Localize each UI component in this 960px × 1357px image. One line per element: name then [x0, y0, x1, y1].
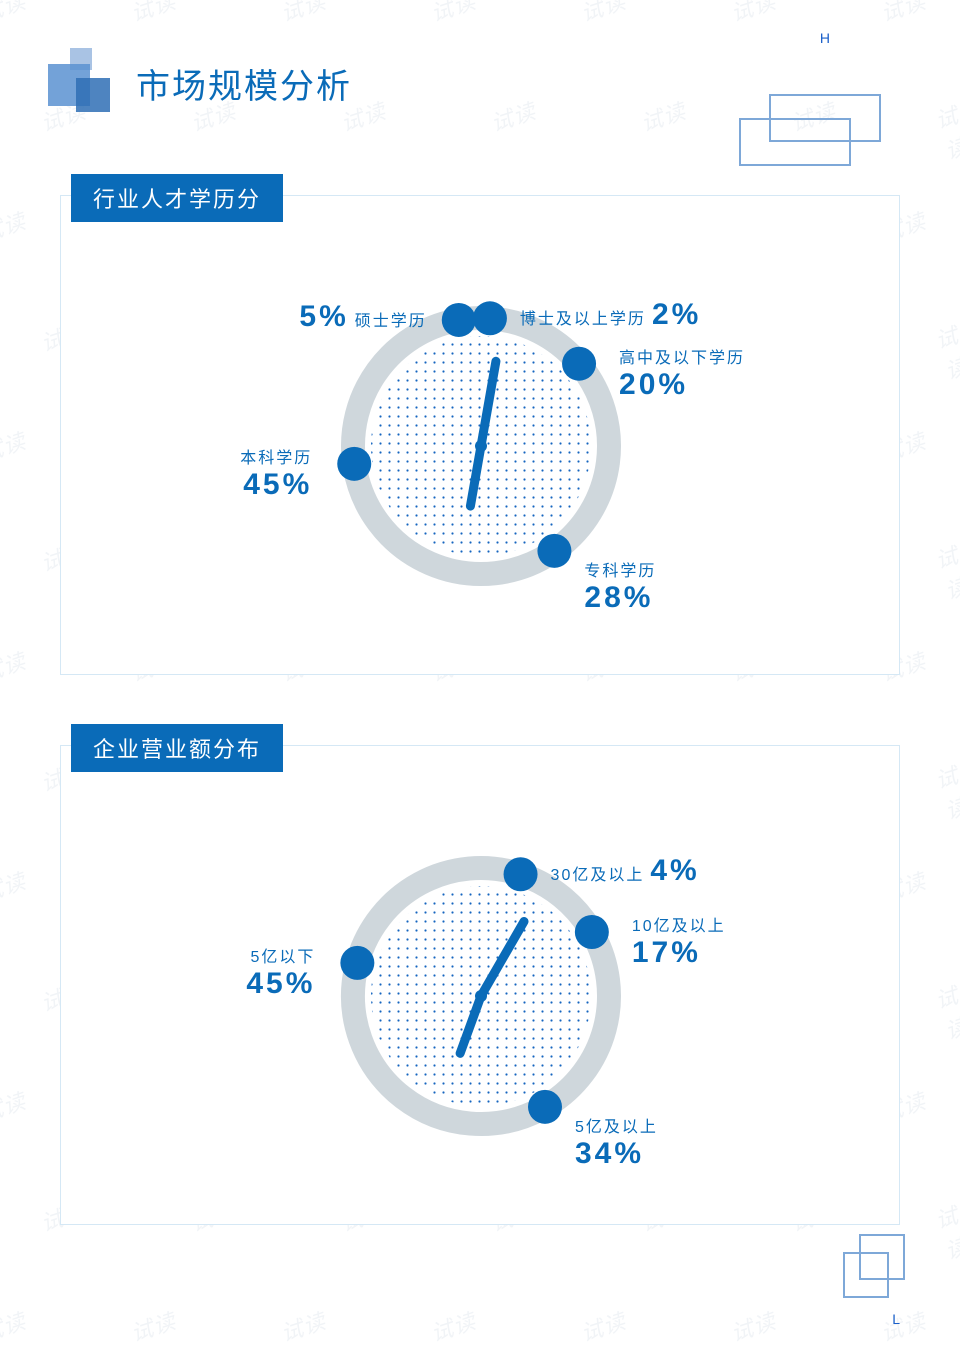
segment-value: 2%	[652, 298, 701, 331]
segment-marker	[537, 534, 571, 568]
segment-marker	[562, 347, 596, 381]
segment-label-text: 10亿及以上	[632, 912, 726, 936]
segment-value: 45%	[246, 967, 315, 1001]
segment-label-text: 5亿及以上	[575, 1113, 658, 1137]
panel-revenue: 企业营业额分布 30亿及以上4%10亿及以上17%5亿及以上34%5亿以下45%	[60, 745, 900, 1225]
segment-label: 5亿以下45%	[246, 943, 315, 1001]
segment-value: 20%	[619, 368, 745, 402]
page-header: 市场规模分析	[48, 48, 352, 118]
segment-label-text: 硕士学历	[355, 313, 427, 330]
revenue-clock-chart: 30亿及以上 4% 10亿及以上17% 5亿及以上34% 5亿以下45%	[61, 746, 899, 1224]
segment-label: 专科学历28%	[584, 557, 656, 615]
segment-marker	[504, 857, 538, 891]
segment-marker	[528, 1090, 562, 1124]
segment-label-text: 专科学历	[584, 557, 656, 581]
header-squares-icon	[48, 48, 118, 118]
page-title: 市场规模分析	[136, 59, 352, 108]
segment-value: 45%	[240, 468, 312, 502]
segment-marker	[473, 301, 507, 335]
corner-letter-bottom: L	[892, 1311, 900, 1327]
segment-marker	[442, 303, 476, 337]
corner-letter-top: H	[820, 30, 830, 46]
segment-value: 5%	[299, 300, 348, 333]
segment-label-text: 本科学历	[240, 444, 312, 468]
segment-value: 17%	[632, 936, 726, 970]
segment-value: 34%	[575, 1137, 658, 1171]
segment-marker	[575, 915, 609, 949]
panel-education: 行业人才学历分 博士及以上学历2%高中及以下学历20%专科学历28%本科学历45…	[60, 195, 900, 675]
segment-marker	[340, 946, 374, 980]
segment-label: 10亿及以上17%	[632, 912, 726, 970]
segment-marker	[337, 447, 371, 481]
segment-label-text: 30亿及以上	[551, 867, 645, 884]
segment-label: 高中及以下学历20%	[619, 344, 745, 402]
segment-label-text: 博士及以上学历	[520, 311, 646, 328]
segment-label: 5% 硕士学历	[299, 300, 426, 334]
segment-label: 本科学历45%	[240, 444, 312, 502]
segment-label-text: 5亿以下	[246, 943, 315, 967]
segment-label-text: 高中及以下学历	[619, 344, 745, 368]
corner-deco-bottom	[830, 1227, 920, 1307]
segment-label: 博士及以上学历 2%	[520, 298, 701, 332]
clock-svg	[61, 746, 901, 1226]
education-clock-chart: 博士及以上学历 2% 高中及以下学历20% 专科学历28% 本科学历45% 5% 硕士学历	[61, 196, 899, 674]
corner-deco-top	[710, 85, 910, 175]
clock-svg	[61, 196, 901, 676]
segment-label: 30亿及以上 4%	[551, 854, 700, 888]
segment-value: 4%	[650, 854, 699, 887]
segment-label: 5亿及以上34%	[575, 1113, 658, 1171]
segment-value: 28%	[584, 581, 656, 615]
